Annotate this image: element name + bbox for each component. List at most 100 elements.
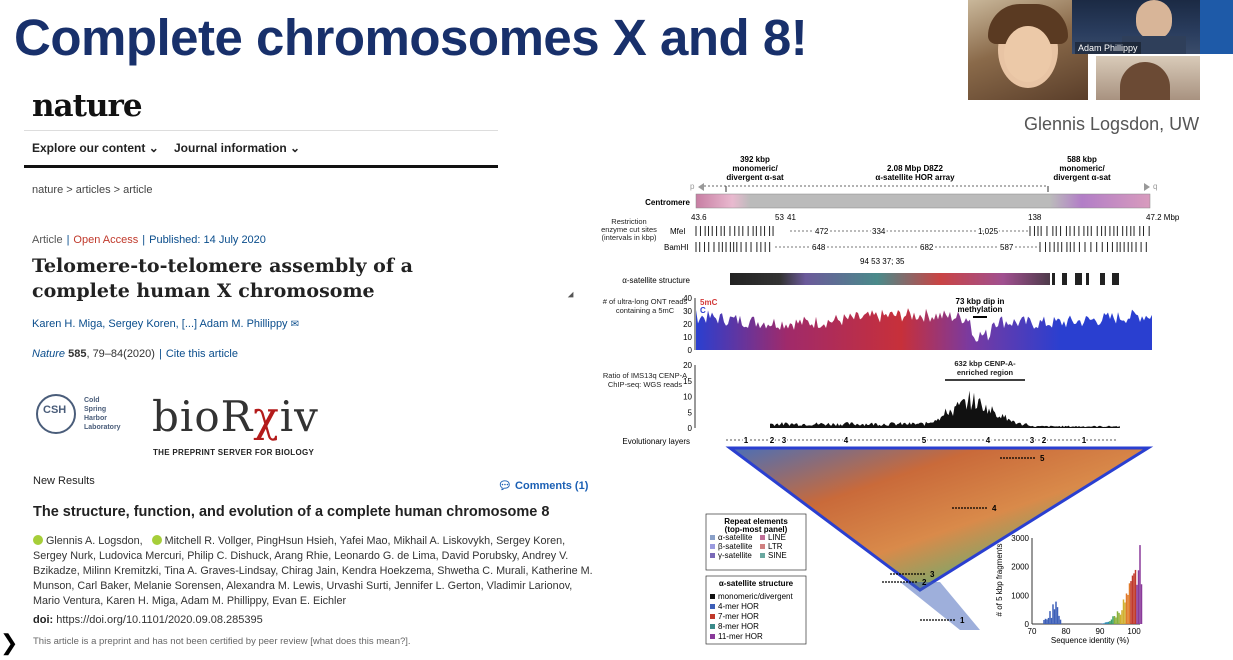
centromere-bar xyxy=(695,193,1151,209)
author-rest[interactable]: Mitchell R. Vollger, PingHsun Hsieh, Yaf… xyxy=(33,535,593,607)
q-arrow-icon xyxy=(1144,183,1150,191)
repeat-legend-box xyxy=(705,513,807,571)
coord-end: 47.2 Mbp xyxy=(1146,213,1180,222)
cite-article-link[interactable]: Cite this article xyxy=(165,348,238,360)
coord-138: 138 xyxy=(1028,213,1042,222)
heatmap-arrow-label: 1 xyxy=(960,616,965,625)
slide-credit: Glennis Logsdon, UW xyxy=(1024,114,1200,134)
restriction-label: Restriction enzyme cut sites (intervals … xyxy=(601,218,657,242)
mfei-cut-ticks xyxy=(695,226,1150,236)
nav-journal-information[interactable]: Journal information ⌄ xyxy=(174,141,300,155)
region-right-sub1: monomeric/ xyxy=(1059,164,1105,173)
nav-explore-content[interactable]: Explore our content ⌄ xyxy=(32,141,159,155)
hist-x-tick: 70 xyxy=(1028,627,1037,636)
journal-name[interactable]: Nature xyxy=(32,348,66,360)
identity-histogram: 3000 2000 1000 070 80 90 100 xyxy=(1011,534,1143,636)
hist-x-tick: 90 xyxy=(1096,627,1105,636)
journal-pages: , 79–84(2020) xyxy=(86,348,155,360)
alpha-block xyxy=(1112,273,1119,285)
mfei-val-1: 472 xyxy=(815,227,829,236)
chevron-down-icon: ⌄ xyxy=(290,141,301,155)
repeat-legend-label: SINE xyxy=(768,551,787,560)
doi-line: doi: https://doi.org/10.1101/2020.09.08.… xyxy=(33,614,263,626)
dip-label-1: 73 kbp dip in xyxy=(956,297,1005,306)
alpha-legend-swatch xyxy=(710,614,715,619)
nature-logo[interactable]: nature xyxy=(32,88,143,124)
coord-start: 43.6 xyxy=(691,213,707,222)
nature-divider xyxy=(24,130,498,131)
repeat-legend-swatch xyxy=(760,535,765,540)
region-right-sub2: divergent α-sat xyxy=(1053,173,1111,182)
ont-tick: 30 xyxy=(683,307,692,316)
published-date: Published: 14 July 2020 xyxy=(149,234,266,246)
journal-volume: 585 xyxy=(68,348,87,360)
ont-tick: 40 xyxy=(683,294,692,303)
comments-label: Comments (1) xyxy=(515,480,589,492)
evo-layer-number: 5 xyxy=(922,436,927,445)
cenpa-region-label: 632 kbp CENP-A-enriched region xyxy=(954,360,1016,377)
orcid-icon[interactable] xyxy=(33,535,43,545)
repeat-legend-swatch xyxy=(760,553,765,558)
cenpa-tick: 10 xyxy=(683,393,692,402)
comment-icon: 💬︎ xyxy=(498,480,512,492)
ont-legend-5mc: 5mC xyxy=(700,298,718,307)
bamhi-val-2: 682 xyxy=(920,243,934,252)
orcid-icon[interactable] xyxy=(151,535,162,545)
alpha-block xyxy=(1075,273,1082,285)
alpha-legend-label: 4-mer HOR xyxy=(718,602,759,611)
video-tile-participant-2[interactable] xyxy=(1096,56,1200,100)
alpha-block xyxy=(1052,273,1055,285)
mail-icon[interactable]: ✉ xyxy=(290,319,300,330)
participant-shirt xyxy=(1122,36,1186,54)
ont-tick: 20 xyxy=(683,320,692,329)
repeat-legend-label: α-satellite xyxy=(718,533,753,542)
mfei-label: MfeI xyxy=(670,227,686,236)
ont-methylation-area xyxy=(696,308,1152,350)
hist-ylabel: # of 5 kbp fragments xyxy=(995,544,1004,617)
evo-layer-number: 1 xyxy=(1082,436,1087,445)
participant-name-tag: Adam Phillippy xyxy=(1075,42,1141,54)
speaker-face-inner xyxy=(1004,26,1052,82)
alpha-block xyxy=(1086,273,1089,285)
heatmap-arrow-label: 3 xyxy=(930,570,935,579)
heatmap-arrow-label: 5 xyxy=(1040,454,1045,463)
alpha-legend-swatch xyxy=(710,594,715,599)
biorxiv-logo[interactable]: bioRχiv xyxy=(152,392,319,441)
chevron-down-icon: ⌄ xyxy=(148,141,159,155)
nature-authors-text[interactable]: Karen H. Miga, Sergey Koren, [...] Adam … xyxy=(32,318,288,330)
video-tile-speaker[interactable] xyxy=(968,0,1088,100)
doi-link[interactable]: https://doi.org/10.1101/2020.09.08.28539… xyxy=(56,614,263,626)
hist-y-tick: 1000 xyxy=(1011,591,1029,600)
coord-41: 41 xyxy=(787,213,796,222)
biorxiv-article-title: The structure, function, and evolution o… xyxy=(33,504,550,520)
evo-layer-number: 4 xyxy=(844,436,849,445)
region-left-sub1: monomeric/ xyxy=(732,164,778,173)
cenpa-y-axis: 20 15 10 5 0 xyxy=(683,361,696,433)
heatmap-border xyxy=(725,446,1154,592)
region-right-size: 588 kbp xyxy=(1067,155,1097,164)
alpha-structure-tail xyxy=(1052,273,1119,285)
evo-layer-number: 3 xyxy=(782,436,787,445)
repeat-legend-sub: (top-most panel) xyxy=(725,525,788,534)
comments-link[interactable]: 💬︎ Comments (1) xyxy=(498,479,588,492)
play-arrow-icon[interactable]: ❯ xyxy=(0,630,19,655)
nature-authors[interactable]: Karen H. Miga, Sergey Koren, [...] Adam … xyxy=(32,318,299,330)
author-first[interactable]: Glennis A. Logsdon, xyxy=(46,535,143,547)
q-arm-label: q xyxy=(1153,182,1157,191)
cenpa-label: Ratio of IMS13q CENP-A ChIP-seq: WGS rea… xyxy=(602,372,688,389)
ont-tick: 10 xyxy=(683,333,692,342)
csh-logo-icon xyxy=(36,394,76,434)
hist-y-tick: 2000 xyxy=(1011,563,1029,572)
breadcrumb[interactable]: nature > articles > article xyxy=(32,184,153,196)
region-mid-sub: α-satellite HOR array xyxy=(875,173,955,182)
hist-x-tick: 80 xyxy=(1062,627,1071,636)
evo-layers-label: Evolutionary layers xyxy=(622,437,690,446)
biorxiv-logo-suffix: iv xyxy=(279,392,319,441)
alpha-legend-box xyxy=(705,575,807,645)
video-tile-edge[interactable] xyxy=(1200,0,1233,54)
mfei-val-2: 334 xyxy=(872,227,886,236)
restriction-label-box: Restriction enzyme cut sites (intervals … xyxy=(601,218,657,242)
hist-y-tick: 3000 xyxy=(1011,534,1029,543)
csh-abbrev: CSH xyxy=(43,404,67,416)
